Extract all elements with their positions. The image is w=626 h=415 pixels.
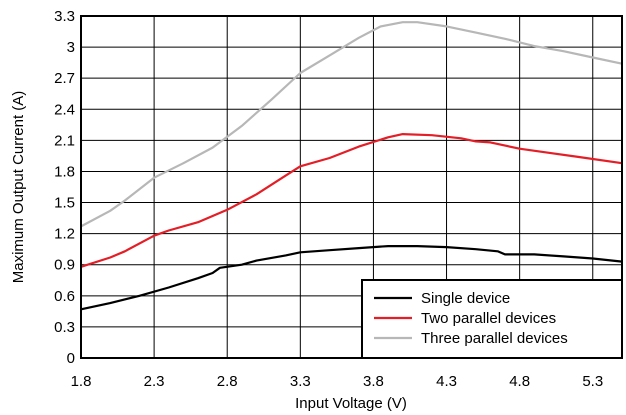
x-tick-label: 4.8 — [509, 373, 530, 390]
x-tick-label: 3.3 — [290, 373, 311, 390]
y-tick-label: 0.6 — [54, 288, 75, 305]
y-tick-labels: 0 0.3 0.6 0.9 1.2 1.5 1.8 2.1 2.4 2.7 3 3.3 — [54, 8, 75, 367]
x-tick-label: 3.8 — [363, 373, 384, 390]
y-tick-label: 0 — [67, 350, 75, 367]
x-tick-labels: 1.8 2.3 2.8 3.3 3.8 4.3 4.8 5.3 — [71, 373, 604, 390]
series-line — [80, 245, 623, 311]
plot-lines — [80, 21, 623, 311]
y-tick-label: 2.1 — [54, 132, 75, 149]
y-tick-label: 1.5 — [54, 195, 75, 212]
series-line — [80, 21, 623, 228]
grid-lines — [81, 16, 622, 358]
y-tick-label: 1.2 — [54, 226, 75, 243]
x-tick-label: 2.3 — [144, 373, 165, 390]
y-tick-label: 3 — [67, 39, 75, 56]
x-tick-label: 4.3 — [436, 373, 457, 390]
plot-frame — [80, 15, 623, 359]
legend-label: Single device — [421, 290, 510, 307]
legend-label: Three parallel devices — [421, 330, 568, 347]
y-tick-label: 1.8 — [54, 163, 75, 180]
y-tick-label: 2.4 — [54, 101, 75, 118]
y-tick-label: 3.3 — [54, 8, 75, 25]
y-tick-label: 0.3 — [54, 319, 75, 336]
series-line — [80, 133, 623, 268]
legend-label: Two parallel devices — [421, 310, 556, 327]
y-tick-label: 0.9 — [54, 257, 75, 274]
legend: Single device Two parallel devices Three p… — [361, 279, 623, 359]
y-tick-label: 2.7 — [54, 70, 75, 87]
x-tick-label: 5.3 — [582, 373, 603, 390]
y-axis-title: Maximum Output Current (A) — [10, 91, 27, 284]
x-tick-label: 1.8 — [71, 373, 92, 390]
x-tick-label: 2.8 — [217, 373, 238, 390]
x-axis-title: Input Voltage (V) — [295, 395, 407, 412]
